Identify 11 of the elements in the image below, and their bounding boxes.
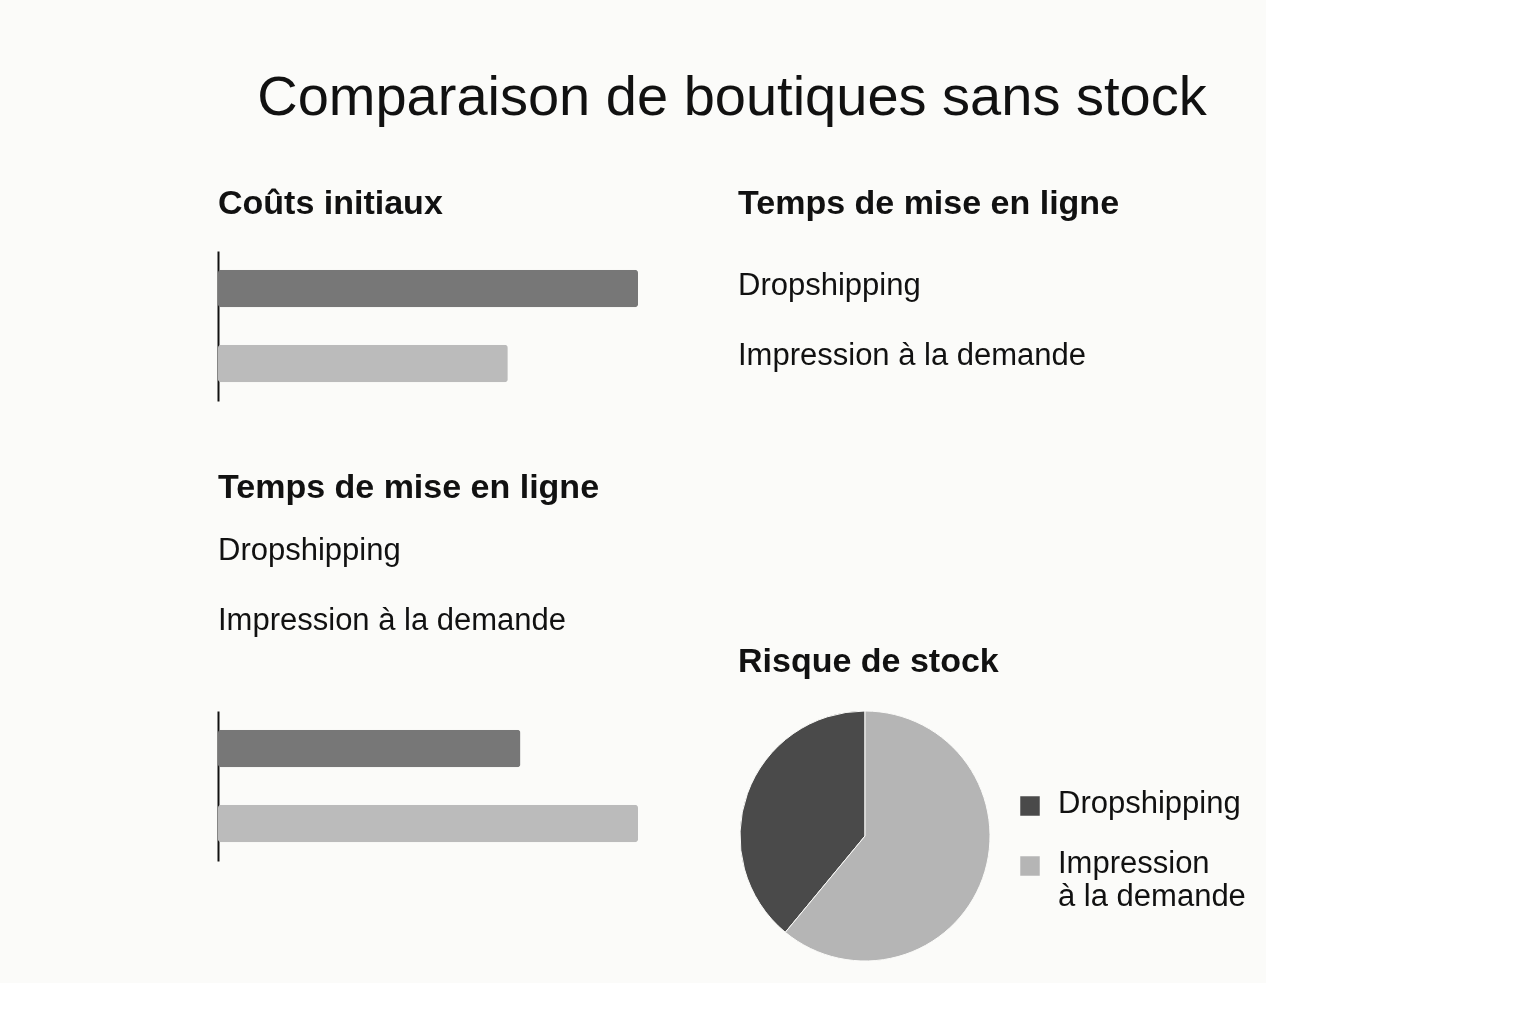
- chart-title: Risque de stock: [738, 641, 999, 679]
- text: Impression à la demande: [218, 602, 567, 637]
- text: Impression à la demande: [738, 337, 1087, 372]
- chart-title: Temps de mise en ligne: [218, 467, 600, 505]
- legend-label: Impression à la demande: [1058, 845, 1246, 913]
- text: Temps de mise en ligne: [738, 183, 1120, 221]
- chart-title: Comparaison de boutiques sans stock: [257, 64, 1208, 127]
- text: Dropshipping: [738, 267, 921, 302]
- chart-subtitle: Coûts initiaux: [218, 183, 443, 221]
- text: Dropshipping: [218, 532, 401, 567]
- legend-label: Dropshipping: [1058, 785, 1241, 820]
